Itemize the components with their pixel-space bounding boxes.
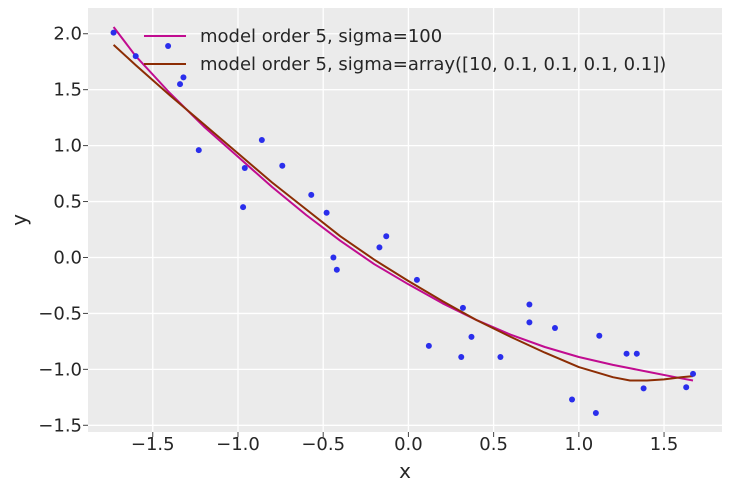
data-point [333,266,340,273]
data-point [623,350,630,357]
x-axis-label: x [399,459,411,483]
data-point [683,384,690,391]
y-tick-label: −0.5 [38,303,82,324]
x-tick-label: −0.5 [301,434,345,455]
data-point [459,304,466,311]
y-tick-label: 0.0 [53,247,82,268]
y-axis-label: y [7,214,31,226]
data-point [279,162,286,169]
series-line-2 [112,44,694,382]
data-point [413,276,420,283]
data-point [468,333,475,340]
data-point [177,81,184,88]
x-tick-label: 0.0 [394,434,423,455]
data-point [240,204,247,211]
data-point [258,137,265,144]
data-point [132,53,139,60]
data-point [526,319,533,326]
data-point [376,244,383,251]
legend-label-2: model order 5, sigma=array([10, 0.1, 0.1… [200,54,666,75]
data-point [633,350,640,357]
data-point [690,370,697,377]
data-point [180,74,187,81]
data-point [330,254,337,261]
plot-area [88,8,722,432]
x-tick-label: 1.5 [650,434,679,455]
data-point [165,43,172,50]
y-tick-label: −1.5 [38,415,82,436]
data-point [195,147,202,154]
x-tick-label: −1.0 [216,434,260,455]
data-point [551,324,558,331]
data-point [425,342,432,349]
data-point [383,233,390,240]
data-point [458,354,465,361]
data-point [497,354,504,361]
data-point [526,301,533,308]
y-tick-label: 1.0 [53,136,82,157]
x-tick-label: 1.0 [565,434,594,455]
data-point [323,209,330,216]
data-point [569,396,576,403]
y-tick-label: 0.5 [53,192,82,213]
x-axis-ticks: −1.5 −1.0 −0.5 0.0 0.5 1.0 1.5 [131,432,678,455]
data-point [308,191,315,198]
y-tick-label: 2.0 [53,24,82,45]
data-points [110,29,697,416]
series-line-1 [112,26,694,382]
y-axis-ticks: −1.5 −1.0 −0.5 0.0 0.5 1.0 1.5 2.0 [38,24,88,436]
data-point [640,385,647,392]
data-point [592,409,599,416]
data-point [110,29,117,36]
grid [88,8,722,432]
y-tick-label: −1.0 [38,359,82,380]
model-lines [112,26,694,382]
x-tick-label: 0.5 [479,434,508,455]
x-tick-label: −1.5 [131,434,175,455]
data-point [241,164,248,171]
legend: model order 5, sigma=100 model order 5, s… [144,26,666,75]
data-point [596,332,603,339]
y-tick-label: 1.5 [53,80,82,101]
legend-label-1: model order 5, sigma=100 [200,26,442,47]
